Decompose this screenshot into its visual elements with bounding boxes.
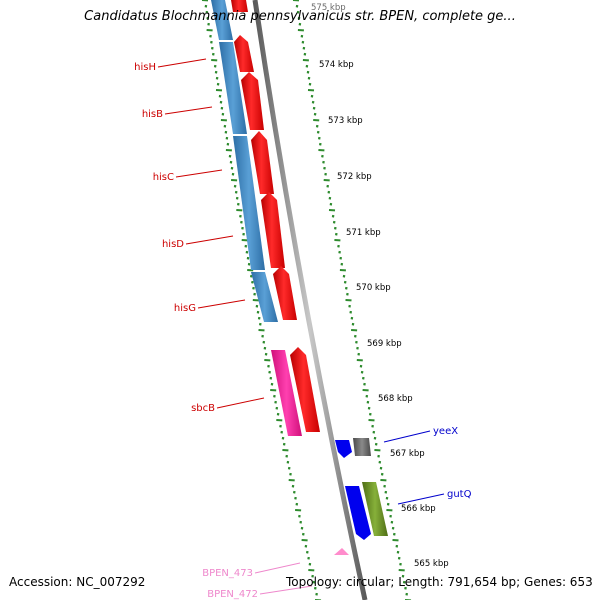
hisG-leader — [197, 299, 246, 309]
cds-arrow — [251, 131, 274, 194]
kbp-labels: 575 kbp 574 kbp 573 kbp 572 kbp 571 kbp … — [311, 3, 449, 569]
cds-arrow — [241, 72, 264, 130]
yeeX-leader — [383, 430, 431, 443]
forward-strand-features — [231, 0, 320, 432]
sbcB-feature — [271, 350, 302, 436]
bpen472-label: BPEN_472 — [207, 589, 258, 600]
genome-summary-text: Topology: circular; Length: 791,654 bp; … — [286, 575, 593, 589]
cds-block — [233, 136, 265, 270]
bpen473-label: BPEN_473 — [202, 568, 253, 579]
kbp-label-571: 571 kbp — [346, 228, 381, 238]
kbp-label-574: 574 kbp — [319, 60, 354, 70]
cds-arrow — [261, 192, 285, 268]
blue-cds-feature — [345, 486, 371, 540]
gene-leader-lines — [157, 58, 445, 595]
kbp-label-575: 575 kbp — [311, 3, 346, 13]
sbcB-leader — [216, 397, 265, 409]
kbp-label-565: 565 kbp — [414, 559, 449, 569]
bpen472-leader — [259, 585, 313, 595]
hisC-leader — [175, 169, 223, 178]
kbp-label-573: 573 kbp — [328, 116, 363, 126]
cds-arrow — [234, 35, 254, 72]
kbp-label-566: 566 kbp — [401, 504, 436, 514]
kbp-label-567: 567 kbp — [390, 449, 425, 459]
hisH-leader — [157, 58, 207, 68]
tick-tracks — [201, 0, 412, 600]
page-title: Candidatus Blochmannia pennsylvanicus st… — [84, 9, 516, 24]
hisB-leader — [164, 106, 213, 115]
gene-labels: hisH hisB hisC hisD hisG sbcB yeeX gutQ … — [134, 62, 471, 600]
hisD-label: hisD — [162, 239, 184, 250]
gray-feature — [353, 438, 371, 456]
olive-cds-feature — [362, 482, 388, 536]
genome-backbone — [252, 0, 368, 600]
kbp-label-568: 568 kbp — [378, 394, 413, 404]
sbcB-label: sbcB — [191, 403, 215, 414]
accession-text: Accession: NC_007292 — [9, 575, 146, 589]
kbp-label-570: 570 kbp — [356, 283, 391, 293]
reverse-strand-features — [211, 0, 278, 322]
cds-arrow — [290, 347, 320, 432]
gutQ-label: gutQ — [447, 489, 472, 500]
hisC-label: hisC — [153, 172, 174, 183]
hisG-label: hisG — [174, 303, 196, 314]
cds-block — [251, 272, 278, 322]
kbp-label-569: 569 kbp — [367, 339, 402, 349]
yeeX-feature — [335, 440, 352, 458]
cds-block — [219, 42, 247, 134]
cds-block — [211, 0, 233, 40]
gutQ-leader — [397, 493, 445, 505]
bpen473-leader — [254, 562, 301, 574]
hisH-label: hisH — [134, 62, 156, 73]
cds-arrow — [273, 266, 297, 320]
yeeX-label: yeeX — [433, 426, 458, 437]
cds-arrow — [231, 0, 248, 12]
hisB-label: hisB — [142, 109, 163, 120]
bpen473-feature — [334, 548, 349, 555]
kbp-label-572: 572 kbp — [337, 172, 372, 182]
hisD-leader — [185, 235, 234, 245]
